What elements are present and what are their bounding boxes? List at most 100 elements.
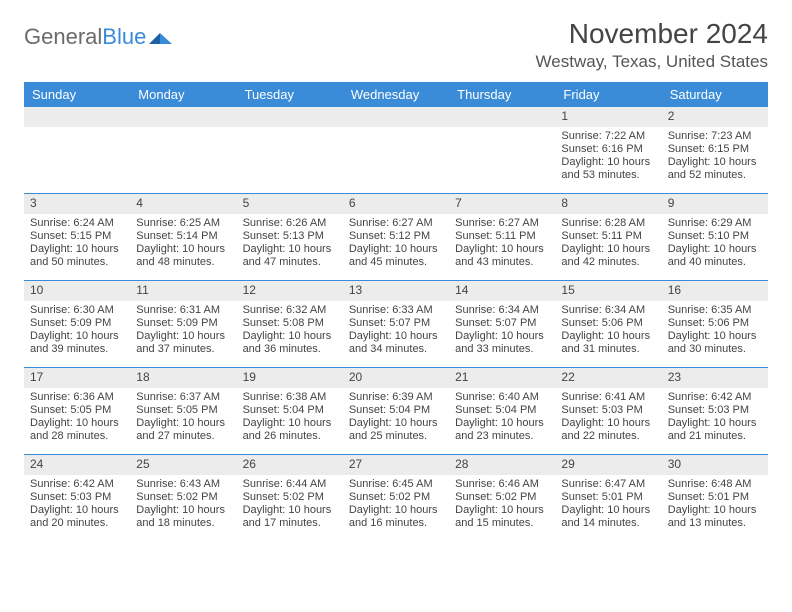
- calendar-day-cell: [343, 107, 449, 194]
- day-number: 16: [662, 281, 768, 301]
- day-details: Sunrise: 6:37 AMSunset: 5:05 PMDaylight:…: [130, 388, 236, 447]
- day-number: 9: [662, 194, 768, 214]
- day-details: Sunrise: 6:46 AMSunset: 5:02 PMDaylight:…: [449, 475, 555, 534]
- calendar-day-cell: 19Sunrise: 6:38 AMSunset: 5:04 PMDayligh…: [237, 368, 343, 455]
- daylight-line: Daylight: 10 hours and 33 minutes.: [455, 330, 549, 356]
- daylight-line: Daylight: 10 hours and 36 minutes.: [243, 330, 337, 356]
- day-details: Sunrise: 6:39 AMSunset: 5:04 PMDaylight:…: [343, 388, 449, 447]
- calendar-day-cell: 26Sunrise: 6:44 AMSunset: 5:02 PMDayligh…: [237, 455, 343, 542]
- daylight-line: Daylight: 10 hours and 34 minutes.: [349, 330, 443, 356]
- sunrise-line: Sunrise: 6:26 AM: [243, 217, 337, 230]
- daylight-line: Daylight: 10 hours and 26 minutes.: [243, 417, 337, 443]
- calendar-week-row: 24Sunrise: 6:42 AMSunset: 5:03 PMDayligh…: [24, 455, 768, 542]
- calendar-week-row: 3Sunrise: 6:24 AMSunset: 5:15 PMDaylight…: [24, 194, 768, 281]
- day-number: 12: [237, 281, 343, 301]
- sunrise-line: Sunrise: 6:44 AM: [243, 478, 337, 491]
- calendar-day-cell: 7Sunrise: 6:27 AMSunset: 5:11 PMDaylight…: [449, 194, 555, 281]
- sunrise-line: Sunrise: 6:39 AM: [349, 391, 443, 404]
- sunset-line: Sunset: 5:03 PM: [668, 404, 762, 417]
- day-number: 20: [343, 368, 449, 388]
- day-details: Sunrise: 6:45 AMSunset: 5:02 PMDaylight:…: [343, 475, 449, 534]
- calendar-day-cell: 12Sunrise: 6:32 AMSunset: 5:08 PMDayligh…: [237, 281, 343, 368]
- day-details: Sunrise: 6:43 AMSunset: 5:02 PMDaylight:…: [130, 475, 236, 534]
- calendar-week-row: 10Sunrise: 6:30 AMSunset: 5:09 PMDayligh…: [24, 281, 768, 368]
- sunrise-line: Sunrise: 6:32 AM: [243, 304, 337, 317]
- calendar-body: 1Sunrise: 7:22 AMSunset: 6:16 PMDaylight…: [24, 107, 768, 541]
- calendar-day-cell: [24, 107, 130, 194]
- day-details: Sunrise: 6:25 AMSunset: 5:14 PMDaylight:…: [130, 214, 236, 273]
- calendar-day-cell: 6Sunrise: 6:27 AMSunset: 5:12 PMDaylight…: [343, 194, 449, 281]
- sunset-line: Sunset: 5:08 PM: [243, 317, 337, 330]
- day-details: Sunrise: 6:32 AMSunset: 5:08 PMDaylight:…: [237, 301, 343, 360]
- day-number: [237, 107, 343, 127]
- calendar-day-cell: [237, 107, 343, 194]
- day-details: Sunrise: 6:35 AMSunset: 5:06 PMDaylight:…: [662, 301, 768, 360]
- daylight-line: Daylight: 10 hours and 48 minutes.: [136, 243, 230, 269]
- calendar-day-cell: 27Sunrise: 6:45 AMSunset: 5:02 PMDayligh…: [343, 455, 449, 542]
- day-number: 19: [237, 368, 343, 388]
- sunset-line: Sunset: 5:11 PM: [455, 230, 549, 243]
- sunset-line: Sunset: 5:01 PM: [561, 491, 655, 504]
- day-number: 23: [662, 368, 768, 388]
- day-number: 25: [130, 455, 236, 475]
- daylight-line: Daylight: 10 hours and 50 minutes.: [30, 243, 124, 269]
- day-number: 10: [24, 281, 130, 301]
- daylight-line: Daylight: 10 hours and 31 minutes.: [561, 330, 655, 356]
- day-number: 14: [449, 281, 555, 301]
- day-number: 8: [555, 194, 661, 214]
- daylight-line: Daylight: 10 hours and 37 minutes.: [136, 330, 230, 356]
- daylight-line: Daylight: 10 hours and 52 minutes.: [668, 156, 762, 182]
- calendar-day-cell: 13Sunrise: 6:33 AMSunset: 5:07 PMDayligh…: [343, 281, 449, 368]
- weekday-header: Friday: [555, 82, 661, 107]
- day-details: Sunrise: 6:24 AMSunset: 5:15 PMDaylight:…: [24, 214, 130, 273]
- day-number: 13: [343, 281, 449, 301]
- calendar-day-cell: 17Sunrise: 6:36 AMSunset: 5:05 PMDayligh…: [24, 368, 130, 455]
- calendar-day-cell: 8Sunrise: 6:28 AMSunset: 5:11 PMDaylight…: [555, 194, 661, 281]
- day-number: [343, 107, 449, 127]
- day-details: Sunrise: 6:31 AMSunset: 5:09 PMDaylight:…: [130, 301, 236, 360]
- weekday-header: Tuesday: [237, 82, 343, 107]
- day-details: Sunrise: 6:40 AMSunset: 5:04 PMDaylight:…: [449, 388, 555, 447]
- day-number: [449, 107, 555, 127]
- calendar-day-cell: 5Sunrise: 6:26 AMSunset: 5:13 PMDaylight…: [237, 194, 343, 281]
- daylight-line: Daylight: 10 hours and 53 minutes.: [561, 156, 655, 182]
- daylight-line: Daylight: 10 hours and 27 minutes.: [136, 417, 230, 443]
- day-number: 7: [449, 194, 555, 214]
- daylight-line: Daylight: 10 hours and 23 minutes.: [455, 417, 549, 443]
- sunset-line: Sunset: 5:02 PM: [455, 491, 549, 504]
- calendar-day-cell: 29Sunrise: 6:47 AMSunset: 5:01 PMDayligh…: [555, 455, 661, 542]
- daylight-line: Daylight: 10 hours and 16 minutes.: [349, 504, 443, 530]
- calendar-day-cell: 23Sunrise: 6:42 AMSunset: 5:03 PMDayligh…: [662, 368, 768, 455]
- day-details: Sunrise: 7:22 AMSunset: 6:16 PMDaylight:…: [555, 127, 661, 186]
- calendar-day-cell: 20Sunrise: 6:39 AMSunset: 5:04 PMDayligh…: [343, 368, 449, 455]
- day-details: Sunrise: 6:48 AMSunset: 5:01 PMDaylight:…: [662, 475, 768, 534]
- day-details: Sunrise: 6:34 AMSunset: 5:06 PMDaylight:…: [555, 301, 661, 360]
- calendar-day-cell: 22Sunrise: 6:41 AMSunset: 5:03 PMDayligh…: [555, 368, 661, 455]
- calendar-day-cell: 15Sunrise: 6:34 AMSunset: 5:06 PMDayligh…: [555, 281, 661, 368]
- sunrise-line: Sunrise: 6:34 AM: [455, 304, 549, 317]
- sunrise-line: Sunrise: 6:38 AM: [243, 391, 337, 404]
- sunrise-line: Sunrise: 6:41 AM: [561, 391, 655, 404]
- sunset-line: Sunset: 5:10 PM: [668, 230, 762, 243]
- sunrise-line: Sunrise: 6:29 AM: [668, 217, 762, 230]
- calendar-day-cell: [130, 107, 236, 194]
- daylight-line: Daylight: 10 hours and 40 minutes.: [668, 243, 762, 269]
- sunset-line: Sunset: 5:14 PM: [136, 230, 230, 243]
- day-number: 26: [237, 455, 343, 475]
- sunrise-line: Sunrise: 6:45 AM: [349, 478, 443, 491]
- day-number: [130, 107, 236, 127]
- calendar-day-cell: 4Sunrise: 6:25 AMSunset: 5:14 PMDaylight…: [130, 194, 236, 281]
- day-number: 28: [449, 455, 555, 475]
- sunrise-line: Sunrise: 6:42 AM: [30, 478, 124, 491]
- calendar-week-row: 1Sunrise: 7:22 AMSunset: 6:16 PMDaylight…: [24, 107, 768, 194]
- day-details: Sunrise: 6:26 AMSunset: 5:13 PMDaylight:…: [237, 214, 343, 273]
- day-number: 24: [24, 455, 130, 475]
- sunset-line: Sunset: 5:02 PM: [136, 491, 230, 504]
- day-details: Sunrise: 7:23 AMSunset: 6:15 PMDaylight:…: [662, 127, 768, 186]
- day-details: Sunrise: 6:27 AMSunset: 5:11 PMDaylight:…: [449, 214, 555, 273]
- sunrise-line: Sunrise: 7:22 AM: [561, 130, 655, 143]
- calendar-day-cell: 2Sunrise: 7:23 AMSunset: 6:15 PMDaylight…: [662, 107, 768, 194]
- daylight-line: Daylight: 10 hours and 30 minutes.: [668, 330, 762, 356]
- sunset-line: Sunset: 5:12 PM: [349, 230, 443, 243]
- weekday-header: Monday: [130, 82, 236, 107]
